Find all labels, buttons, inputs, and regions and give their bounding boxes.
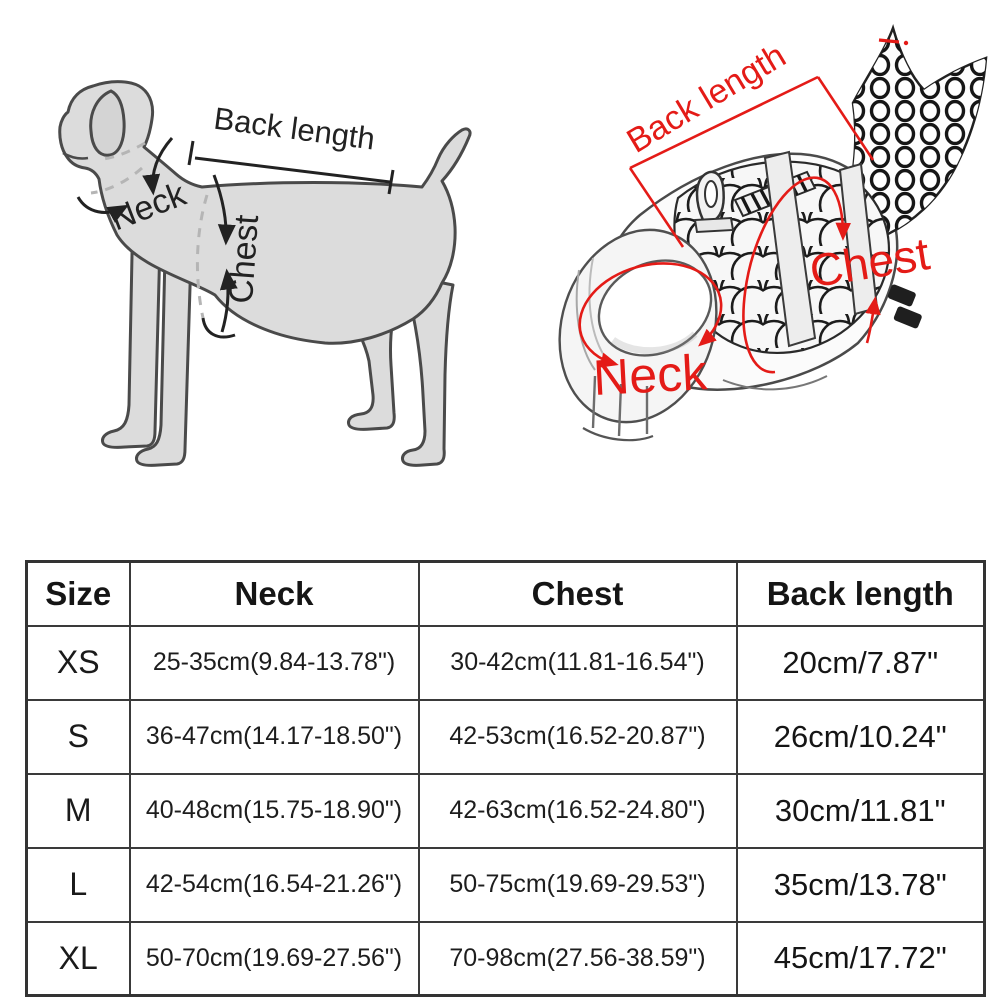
chest-cell: 50-75cm(19.69-29.53")	[417, 846, 738, 923]
dog-ear	[89, 89, 126, 157]
size-cell: M	[25, 772, 131, 849]
chest-cell: 42-63cm(16.52-24.80")	[417, 772, 738, 849]
neck-girth-ellipse	[578, 262, 723, 368]
life-jacket-diagram: Back length Neck Chest	[558, 23, 988, 442]
back-length-cell: 35cm/13.78"	[735, 846, 986, 923]
jacket-back-length-label: Back length	[620, 37, 792, 161]
chest-up-arrow	[865, 296, 881, 344]
table-row-l: L 42-54cm(16.54-21.26") 50-75cm(19.69-29…	[25, 846, 986, 923]
col-header-size: Size	[25, 560, 131, 627]
chest-cell: 70-98cm(27.56-38.59")	[417, 920, 738, 997]
size-chart-table: Size Neck Chest Back length XS 25-35cm(9…	[25, 560, 986, 997]
table-row-xl: XL 50-70cm(19.69-27.56") 70-98cm(27.56-3…	[25, 920, 986, 997]
dog-silhouette	[58, 80, 472, 345]
dog-chest-label: Chest	[222, 213, 266, 305]
back-length-dimension	[187, 140, 395, 195]
chest-girth-ellipse	[742, 176, 852, 374]
chest-cell: 30-42cm(11.81-16.54")	[417, 624, 738, 701]
mermaid-tail-fin	[839, 23, 988, 241]
dog-mouth-line	[62, 151, 89, 160]
back-length-cell: 45cm/17.72"	[735, 920, 986, 997]
table-header-row: Size Neck Chest Back length	[25, 560, 986, 627]
buckle	[893, 306, 922, 329]
back-length-cell: 20cm/7.87"	[735, 624, 986, 701]
col-header-chest: Chest	[417, 560, 738, 627]
jacket-handle	[693, 170, 735, 234]
neck-cell: 40-48cm(15.75-18.90")	[128, 772, 420, 849]
buckle	[887, 284, 916, 307]
back-length-cell: 30cm/11.81"	[735, 772, 986, 849]
col-header-neck: Neck	[128, 560, 420, 627]
dog-measurement-diagram: Back length Neck Chest	[58, 80, 472, 467]
neck-cell: 36-47cm(14.17-18.50")	[128, 698, 420, 775]
size-cell: L	[25, 846, 131, 923]
table-row-m: M 40-48cm(15.75-18.90") 42-63cm(16.52-24…	[25, 772, 986, 849]
table-row-xs: XS 25-35cm(9.84-13.78") 30-42cm(11.81-16…	[25, 624, 986, 701]
chest-cell: 42-53cm(16.52-20.87")	[417, 698, 738, 775]
size-cell: XL	[25, 920, 131, 997]
size-cell: S	[25, 698, 131, 775]
measure-arrows	[76, 137, 238, 339]
neck-cell: 50-70cm(19.69-27.56")	[128, 920, 420, 997]
back-length-leader-line	[629, 75, 819, 170]
dashed-guides	[90, 141, 209, 319]
back-length-cell: 26cm/10.24"	[735, 698, 986, 775]
neck-cell: 25-35cm(9.84-13.78")	[128, 624, 420, 701]
table-row-s: S 36-47cm(14.17-18.50") 42-53cm(16.52-20…	[25, 698, 986, 775]
jacket-neck-label: Neck	[592, 344, 710, 406]
col-header-back-length: Back length	[735, 560, 986, 627]
dog-back-length-label: Back length	[212, 101, 377, 157]
size-cell: XS	[25, 624, 131, 701]
neck-cell: 42-54cm(16.54-21.26")	[128, 846, 420, 923]
red-annotations	[578, 38, 909, 374]
